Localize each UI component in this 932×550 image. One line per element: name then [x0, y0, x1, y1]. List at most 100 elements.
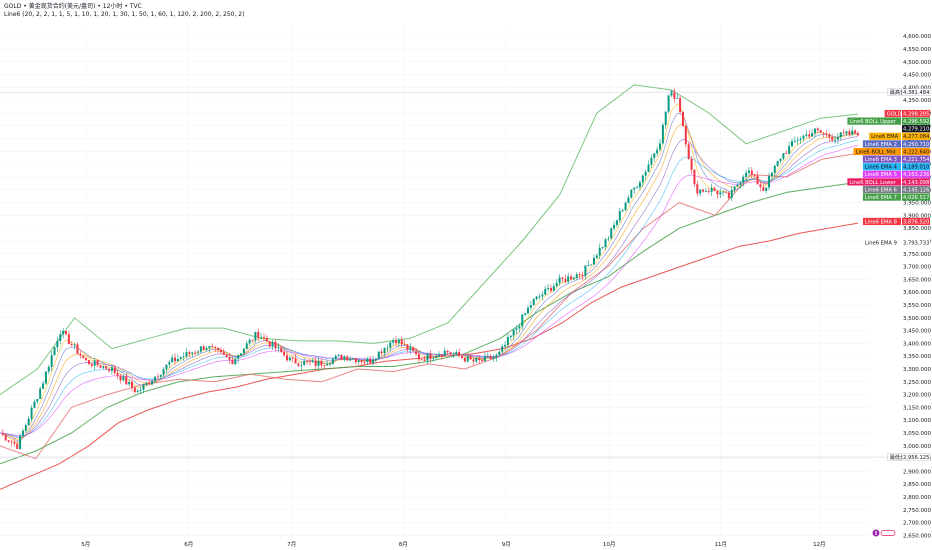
- candle: [627, 197, 630, 203]
- price-tag-value-bg: [901, 453, 931, 461]
- price-tag-name-bg: [862, 217, 901, 226]
- y-tick-label: 3,000.000: [903, 444, 931, 450]
- candle: [607, 238, 610, 240]
- ema-line: [0, 124, 859, 440]
- price-tag-value: 4,279.210: [903, 127, 929, 133]
- candle: [130, 381, 134, 388]
- candle: [176, 359, 179, 362]
- price-tag-value-bg: [902, 117, 930, 125]
- series-line: [0, 222, 859, 490]
- candle: [768, 176, 771, 188]
- candle: [99, 365, 102, 368]
- price-tag-name: Line6 EMA 5: [865, 172, 897, 178]
- candle: [452, 353, 455, 355]
- candle: [214, 347, 217, 348]
- candle: [512, 329, 515, 336]
- price-tag-name-bg: [862, 155, 901, 163]
- candle: [228, 357, 231, 360]
- y-tick-label: 3,900.000: [903, 213, 931, 219]
- y-tick-label: 4,050.000: [903, 175, 931, 181]
- candle: [320, 361, 323, 366]
- y-tick-label: 3,600.000: [903, 290, 931, 296]
- price-tag-name: Line6 EMA 7: [865, 195, 897, 201]
- candle: [70, 344, 73, 346]
- candle: [199, 346, 202, 352]
- price-tag-value: 4,381.484: [903, 90, 930, 96]
- price-tag-name: Line6 EMA: [871, 134, 899, 140]
- candle: [4, 434, 7, 441]
- y-tick-label: 3,350.000: [903, 354, 931, 360]
- candle: [10, 441, 13, 443]
- candle: [182, 356, 185, 358]
- candle: [538, 296, 541, 298]
- candle: [848, 131, 851, 135]
- price-tag-value-bg: [902, 155, 930, 163]
- candle: [93, 360, 96, 366]
- candle: [633, 187, 636, 190]
- price-tag-name-bg: [887, 88, 902, 96]
- price-tag-name-bg: [862, 170, 901, 178]
- price-tag-value-bg: [902, 239, 930, 247]
- candle: [836, 137, 839, 140]
- candle: [108, 368, 111, 371]
- x-tick-label: 9月: [502, 541, 511, 548]
- candle: [472, 359, 475, 362]
- candle: [349, 359, 352, 361]
- candle: [460, 356, 464, 359]
- instrument-name: 黄金现货合约(美元/盎司): [28, 3, 96, 10]
- candle: [125, 376, 128, 385]
- candle: [750, 170, 753, 176]
- y-tick-label: 3,850.000: [903, 226, 931, 232]
- candle: [219, 349, 222, 353]
- candle: [509, 335, 512, 338]
- candle: [377, 351, 380, 359]
- candle: [613, 224, 616, 229]
- candle: [435, 356, 438, 359]
- y-tick-label: 4,450.000: [903, 73, 931, 79]
- candle: [87, 360, 90, 364]
- candle: [478, 358, 481, 360]
- ema-line: [0, 144, 859, 437]
- candle: [380, 351, 383, 354]
- candle: [828, 134, 831, 138]
- candle: [1, 433, 4, 435]
- candle: [736, 184, 739, 187]
- price-tag-name: Line6 EMA 9: [865, 241, 897, 247]
- candle: [306, 361, 309, 362]
- x-tick-label: 6月: [184, 541, 193, 548]
- symbol-label[interactable]: GOLD: [4, 3, 22, 10]
- candle: [211, 346, 214, 348]
- candle: [802, 135, 805, 139]
- candle: [400, 339, 403, 345]
- candle: [690, 158, 693, 170]
- candle: [449, 352, 452, 354]
- candle: [188, 352, 191, 354]
- candle: [601, 247, 604, 248]
- candle: [360, 360, 363, 362]
- candle: [679, 98, 682, 112]
- candle: [156, 376, 159, 378]
- candle: [555, 283, 558, 287]
- candle: [501, 346, 504, 352]
- candle: [440, 354, 443, 357]
- y-tick-label: 4,350.000: [903, 98, 931, 104]
- candle: [733, 186, 736, 191]
- candle: [372, 360, 375, 364]
- interval-label[interactable]: 12小时: [102, 3, 123, 10]
- indicator-legend[interactable]: Line6 (20, 2, 2, 1, 1, 5, 1, 10, 1, 20, …: [4, 11, 245, 18]
- candle: [673, 90, 676, 99]
- candle: [481, 359, 484, 362]
- candle: [547, 287, 550, 289]
- price-tag-name-bg: [862, 185, 901, 194]
- candle: [392, 340, 395, 343]
- candle: [584, 265, 587, 276]
- candle: [842, 132, 845, 134]
- candle: [696, 184, 699, 194]
- candle: [217, 347, 220, 350]
- candle: [851, 130, 854, 135]
- candle: [661, 124, 664, 144]
- price-tag-name: 最低价: [890, 453, 906, 461]
- candle: [604, 239, 607, 248]
- candle: [483, 356, 486, 362]
